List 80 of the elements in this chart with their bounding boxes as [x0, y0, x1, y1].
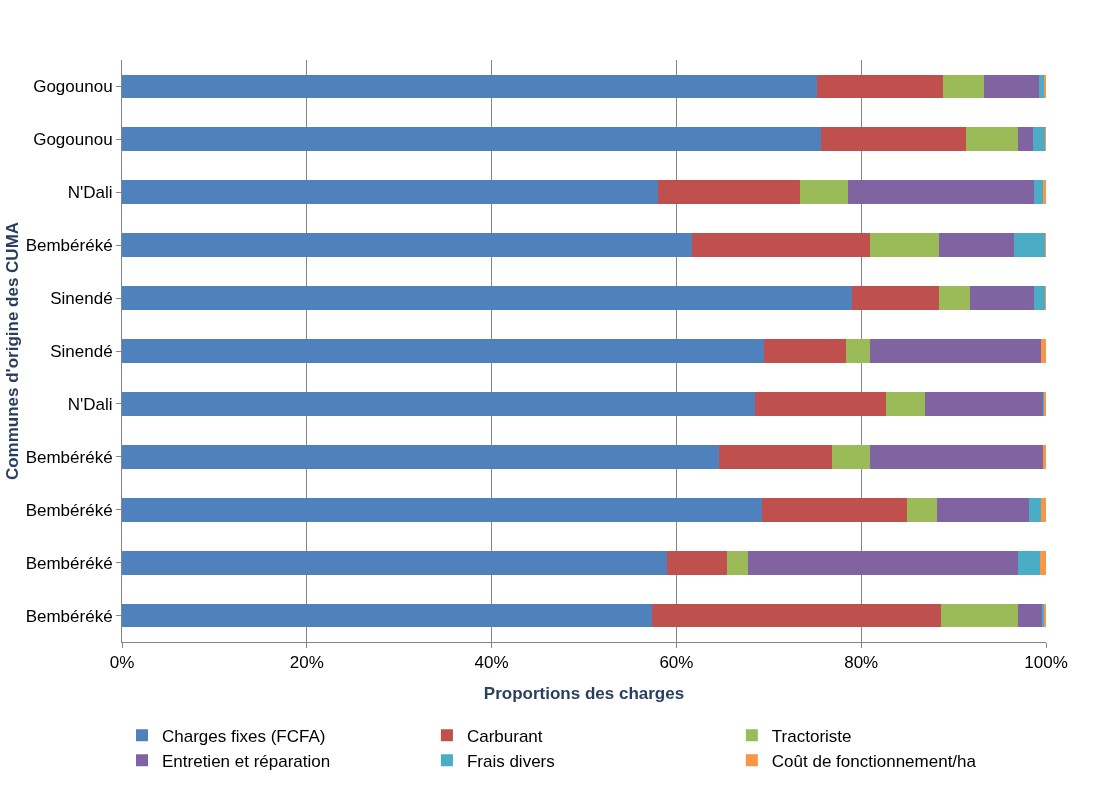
bar: [122, 74, 817, 99]
bar: [848, 180, 1034, 205]
bar: [657, 180, 801, 205]
x-tick-label: 20%: [289, 653, 324, 673]
bar: [1018, 603, 1043, 628]
bar: [1033, 127, 1046, 152]
bar: [965, 127, 1019, 152]
bar: [1018, 550, 1041, 575]
bar: [970, 286, 1034, 310]
legend-label: Coût de fonctionnement/ha: [771, 751, 977, 771]
bar: [1043, 444, 1046, 469]
bar: [1043, 180, 1046, 205]
bar: [122, 603, 653, 628]
bar: [122, 550, 668, 575]
y-tick-label: Bembéréké: [25, 500, 113, 520]
bar: [800, 180, 849, 205]
bar: [1033, 286, 1046, 310]
x-tick-label: 100%: [1024, 653, 1068, 673]
bar: [754, 392, 887, 416]
x-tick-label: 40%: [474, 653, 509, 673]
legend-label: Entretien et réparation: [162, 751, 331, 771]
bar: [122, 286, 852, 310]
bar: [831, 444, 871, 469]
bar: [907, 497, 937, 522]
bar: [652, 603, 941, 628]
bar: [762, 497, 908, 522]
legend-label: Tractoriste: [771, 726, 852, 746]
legend-label: Charges fixes (FCFA): [162, 726, 326, 746]
y-tick-label: Bembéréké: [25, 553, 113, 573]
bar: [821, 127, 966, 152]
bar: [870, 339, 1042, 363]
bar: [936, 497, 1030, 522]
bar: [122, 497, 763, 522]
y-tick-label: N'Dali: [67, 394, 113, 414]
x-tick-label: 0%: [109, 653, 135, 673]
y-axis-title: Communes d'origine des CUMA: [3, 221, 23, 481]
y-tick-label: Gogounou: [33, 77, 113, 97]
bar: [1018, 127, 1034, 152]
bar: [122, 339, 765, 363]
y-tick-label: Bembéréké: [25, 606, 113, 626]
bar: [764, 339, 847, 363]
bar: [1033, 180, 1044, 205]
bar: [938, 233, 1014, 258]
bar: [1029, 497, 1042, 522]
bar: [1041, 497, 1046, 522]
bar: [122, 127, 822, 152]
bar: [938, 286, 971, 310]
bar: [122, 392, 755, 416]
legend-label: Carburant: [466, 726, 543, 746]
bar: [748, 550, 1019, 575]
bar: [122, 180, 658, 205]
y-tick-label: Sinendé: [50, 289, 113, 309]
y-tick-label: Gogounou: [33, 130, 113, 150]
bar: [122, 233, 693, 258]
bar: [942, 74, 985, 99]
bar: [984, 74, 1039, 99]
y-tick-label: Bembéréké: [25, 447, 113, 467]
bar: [667, 550, 728, 575]
bar: [886, 392, 925, 416]
y-tick-label: Sinendé: [50, 341, 113, 361]
bar: [870, 444, 1044, 469]
x-tick-label: 60%: [659, 653, 694, 673]
bar: [851, 286, 939, 310]
x-axis-title: Proportions des charges: [483, 683, 685, 703]
bar: [1040, 550, 1046, 575]
bar: [870, 233, 939, 258]
bar: [122, 444, 719, 469]
bar: [924, 392, 1044, 416]
legend-label: Frais divers: [466, 751, 555, 771]
bar: [816, 74, 943, 99]
bar: [692, 233, 871, 258]
x-tick-label: 80%: [844, 653, 879, 673]
y-tick-label: N'Dali: [67, 183, 113, 203]
bar: [1041, 339, 1046, 363]
y-tick-label: Bembéréké: [25, 236, 113, 256]
bar: [1013, 233, 1046, 258]
bar: [846, 339, 871, 363]
bar: [718, 444, 832, 469]
bar: [727, 550, 749, 575]
bar: [940, 603, 1019, 628]
